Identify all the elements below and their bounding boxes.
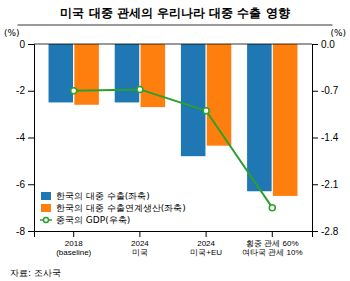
line-marker	[137, 86, 143, 92]
plot: 0 -2 -4 -6 -8 0.0 -0.7 -1.4 -2.1 -2.8 2018(baselin…	[16, 39, 339, 257]
bar	[74, 44, 99, 105]
bar	[115, 44, 140, 102]
tick-label: 2024미국	[131, 239, 149, 257]
tick-label: -0.7	[321, 85, 339, 96]
tick-mark	[28, 138, 34, 139]
line	[74, 89, 273, 207]
tick-mark	[28, 91, 34, 92]
y2-tick: -1.4	[312, 132, 339, 143]
tick-label-line: (baseline)	[56, 248, 91, 257]
tick-label: -1.4	[321, 132, 339, 143]
bar-series	[49, 44, 272, 191]
title-rule	[18, 25, 333, 26]
y2-axis-title: (%)	[330, 28, 346, 38]
legend-swatch-marker	[44, 218, 49, 223]
tick-label-line: 2024	[197, 239, 215, 248]
tick-label-line: 미국+EU	[190, 248, 222, 257]
y2-tick: -0.7	[312, 85, 339, 96]
tick-label: 2024미국+EU	[190, 239, 222, 257]
y2-tick: -2.8	[312, 226, 339, 237]
axis-line	[35, 232, 313, 238]
tick-label: -2.1	[321, 179, 339, 190]
tick-mark	[73, 231, 74, 237]
legend: 한국의 대중 수출(좌축) 한국의 대중 수출연계생산(좌축) 중국의 GDP(우축…	[40, 191, 186, 225]
y-axis: 0 -2 -4 -6 -8	[16, 39, 34, 237]
tick-mark	[312, 44, 318, 45]
x-tick: 2024미국	[131, 231, 149, 257]
y2-tick: 0.0	[312, 39, 335, 50]
tick-mark	[312, 91, 318, 92]
legend-item: 중국의 GDP(우축)	[40, 215, 130, 225]
axis-line	[28, 45, 35, 232]
tick-label-line: 2024	[131, 239, 149, 248]
tick-mark	[28, 231, 34, 232]
tick-label-line: 미국	[132, 248, 148, 257]
tick-label-line: 횡중 관세 60%	[246, 239, 298, 248]
tick-label: -2	[16, 85, 25, 96]
tick-label: 0.0	[321, 39, 335, 50]
tick-label: -2.8	[321, 226, 339, 237]
legend-swatch	[41, 192, 51, 200]
bar	[181, 44, 206, 156]
chart: 미국 대중 관세의 우리나라 대중 수출 영향 0 -2 -4 -6 -8 0.0 -0.7 -…	[0, 0, 350, 281]
legend-label: 중국의 GDP(우축)	[56, 215, 130, 225]
y2-tick: -2.1	[312, 179, 339, 190]
tick-label-line: 2018	[65, 239, 83, 248]
x-tick: 횡중 관세 60%여타국 관세 10%	[242, 231, 302, 257]
axis-line	[313, 45, 319, 232]
tick-label: -6	[16, 179, 25, 190]
legend-item: 한국의 대중 수출(좌축)	[41, 191, 150, 201]
line-marker	[203, 108, 209, 114]
tick-label: -4	[16, 132, 25, 143]
x-tick: 2024미국+EU	[190, 231, 222, 257]
legend-swatch	[41, 204, 51, 212]
title: 미국 대중 관세의 우리나라 대중 수출 영향	[60, 6, 289, 20]
y-tick: 0	[19, 39, 34, 50]
tick-label: 횡중 관세 60%여타국 관세 10%	[242, 239, 302, 257]
y-tick: -8	[16, 226, 34, 237]
y2-axis: 0.0 -0.7 -1.4 -2.1 -2.8	[312, 39, 339, 237]
tick-mark	[139, 231, 140, 237]
tick-mark	[206, 231, 207, 237]
bar	[141, 44, 166, 107]
x-axis: 2018(baseline)2024미국2024미국+EU횡중 관세 60%여타…	[35, 231, 313, 257]
tick-mark	[312, 138, 318, 139]
y-axis-title: (%)	[4, 28, 20, 38]
source: 자료: 조사국	[10, 268, 61, 278]
y-tick: -4	[16, 132, 34, 143]
tick-mark	[28, 44, 34, 45]
legend-label: 한국의 대중 수출연계생산(좌축)	[56, 203, 186, 213]
line-marker	[269, 205, 275, 211]
tick-mark	[272, 231, 273, 237]
zero-line	[34, 44, 312, 45]
bar	[273, 44, 298, 196]
bar	[247, 44, 272, 191]
x-tick: 2018(baseline)	[56, 231, 91, 257]
legend-label: 한국의 대중 수출(좌축)	[56, 191, 150, 201]
marks	[49, 44, 298, 211]
y-tick: -6	[16, 179, 34, 190]
tick-label: 2018(baseline)	[56, 239, 91, 257]
bar-series	[74, 44, 297, 196]
legend-item: 한국의 대중 수출연계생산(좌축)	[41, 203, 186, 213]
tick-label: 0	[19, 39, 25, 50]
bar	[49, 44, 74, 102]
tick-mark	[28, 184, 34, 185]
line-marker	[71, 88, 77, 94]
y-tick: -2	[16, 85, 34, 96]
tick-label-line: 여타국 관세 10%	[242, 248, 302, 257]
tick-label: -8	[16, 226, 25, 237]
tick-mark	[312, 184, 318, 185]
